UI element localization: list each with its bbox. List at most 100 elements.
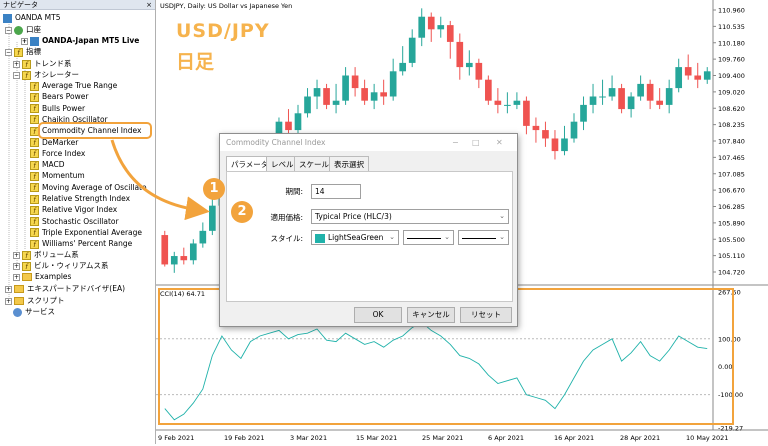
- cci-tick: 267.50: [718, 289, 741, 297]
- line-style-select[interactable]: ⌄: [403, 230, 454, 245]
- tree-account-item[interactable]: + OANDA-Japan MT5 Live: [21, 36, 140, 46]
- candle-body: [618, 88, 625, 110]
- collapse-icon[interactable]: −: [5, 48, 12, 56]
- candle-body: [313, 88, 321, 97]
- candle-body: [342, 75, 349, 101]
- tree-examples[interactable]: + Examples: [13, 272, 72, 281]
- osc-item[interactable]: f Chaikin Oscillator: [30, 114, 108, 125]
- osc-item[interactable]: f Triple Exponential Average: [30, 227, 142, 238]
- tab-visualization[interactable]: 表示選択: [329, 156, 369, 171]
- period-input[interactable]: 14: [311, 184, 361, 199]
- tree-oscillators[interactable]: − f オシレーター: [13, 70, 79, 80]
- dialog-title-bar: Commodity Channel Index − □ ✕: [220, 134, 517, 151]
- tree-scripts[interactable]: + スクリプト: [5, 296, 65, 305]
- price-tick: 110.535: [718, 23, 745, 31]
- expand-icon[interactable]: +: [13, 262, 20, 270]
- parameters-pane: 期間: 14 適用価格: Typical Price (HLC/3) ⌄ スタイル…: [226, 171, 513, 302]
- collapse-icon[interactable]: −: [5, 26, 12, 34]
- expand-icon[interactable]: +: [21, 37, 28, 45]
- expand-icon[interactable]: +: [5, 285, 12, 293]
- candle-body: [504, 104, 511, 106]
- line-width-select[interactable]: ⌄: [458, 230, 509, 245]
- tree-services[interactable]: サービス: [13, 306, 55, 317]
- candle-body: [161, 235, 169, 265]
- osc-item[interactable]: f DeMarker: [30, 137, 78, 148]
- osc-item[interactable]: f Force Index: [30, 148, 85, 159]
- price-tick: 106.285: [718, 203, 745, 211]
- candle-body: [561, 138, 568, 152]
- chevron-down-icon: ⌄: [499, 212, 505, 220]
- price-tick: 107.840: [718, 138, 745, 146]
- tree-volume[interactable]: + f ボリューム系: [13, 250, 79, 260]
- candle-body: [199, 230, 207, 244]
- navigator-panel: ナビゲータ × OANDA MT5 − 口座 + OANDA-Japan MT5 Li…: [0, 0, 156, 444]
- date-tick: 9 Feb 2021: [158, 434, 194, 442]
- indicator-icon: f: [30, 104, 39, 114]
- tree-root[interactable]: OANDA MT5: [3, 12, 61, 23]
- candle-body: [285, 121, 292, 131]
- candle-body: [608, 88, 616, 97]
- expand-icon[interactable]: +: [5, 297, 12, 305]
- tab-scale[interactable]: スケール: [294, 156, 334, 171]
- minimize-icon[interactable]: −: [452, 138, 459, 147]
- candle-body: [465, 62, 473, 68]
- price-tick: 105.110: [718, 252, 745, 260]
- tree-experts[interactable]: + エキスパートアドバイザ(EA): [5, 284, 125, 293]
- price-tick: 105.500: [718, 236, 745, 244]
- candle-body: [703, 71, 711, 80]
- close-icon[interactable]: ✕: [496, 138, 503, 147]
- tree-lines: [8, 20, 26, 300]
- close-icon[interactable]: ×: [146, 1, 152, 9]
- expand-icon[interactable]: +: [13, 273, 20, 281]
- candle-body: [532, 125, 540, 131]
- ok-button[interactable]: OK: [354, 307, 402, 323]
- cci-dialog[interactable]: Commodity Channel Index − □ ✕ パラメータ レベル …: [219, 133, 518, 327]
- indicator-icon: f: [22, 70, 31, 80]
- osc-item[interactable]: f Bears Power: [30, 91, 88, 102]
- step-badge-2: 2: [231, 201, 253, 223]
- candle-body: [494, 100, 502, 105]
- osc-item[interactable]: f Relative Vigor Index: [30, 204, 117, 215]
- osc-item[interactable]: f Bulls Power: [30, 103, 85, 114]
- maximize-icon[interactable]: □: [472, 138, 480, 147]
- osc-item[interactable]: f Stochastic Oscillator: [30, 216, 119, 227]
- price-axis-area: [712, 0, 768, 444]
- cancel-button[interactable]: キャンセル: [407, 307, 455, 323]
- expand-icon[interactable]: +: [13, 251, 20, 259]
- price-tick: 107.465: [718, 154, 745, 162]
- tree-bill-williams[interactable]: + f ビル・ウィリアムス系: [13, 261, 109, 271]
- navigator-title: ナビゲータ: [3, 1, 38, 9]
- account-icon: [14, 25, 23, 35]
- osc-item[interactable]: f MACD: [30, 159, 64, 170]
- candle-body: [694, 75, 702, 80]
- tree-account[interactable]: − 口座: [5, 25, 41, 35]
- expand-icon[interactable]: +: [13, 60, 20, 68]
- price-select[interactable]: Typical Price (HLC/3) ⌄: [311, 209, 509, 224]
- candle-body: [551, 138, 559, 152]
- price-chart[interactable]: USDJPY, Daily: US Dollar vs Japanese Yen…: [156, 0, 768, 444]
- osc-item[interactable]: f Average True Range: [30, 80, 117, 91]
- reset-button[interactable]: リセット: [460, 307, 512, 323]
- cci-line: [164, 321, 708, 421]
- color-select[interactable]: LightSeaGreen ⌄: [311, 230, 399, 245]
- indicator-icon: f: [30, 194, 39, 204]
- price-tick: 110.960: [718, 7, 745, 15]
- indicator-icon: f: [30, 92, 39, 102]
- overlay-timeframe: 日足: [176, 51, 215, 73]
- dialog-title: Commodity Channel Index: [226, 138, 326, 147]
- date-tick: 15 Mar 2021: [356, 434, 397, 442]
- osc-item[interactable]: f Relative Strength Index: [30, 193, 130, 204]
- tree-indicators[interactable]: − f 指標: [5, 47, 41, 57]
- chart-window[interactable]: USDJPY, Daily: US Dollar vs Japanese Yen…: [156, 0, 768, 444]
- date-tick: 16 Apr 2021: [554, 434, 594, 442]
- indicator-icon: f: [30, 115, 39, 125]
- collapse-icon[interactable]: −: [13, 71, 20, 79]
- candle-body: [446, 25, 454, 42]
- cci-tick: 100.00: [718, 335, 741, 343]
- osc-item[interactable]: f Williams' Percent Range: [30, 238, 132, 249]
- tree-trend[interactable]: + f トレンド系: [13, 59, 72, 69]
- osc-item[interactable]: f Moving Average of Oscillato: [30, 182, 147, 193]
- chevron-down-icon: ⌄: [389, 233, 395, 241]
- osc-item[interactable]: f Momentum: [30, 170, 85, 181]
- indicator-icon: f: [30, 171, 39, 181]
